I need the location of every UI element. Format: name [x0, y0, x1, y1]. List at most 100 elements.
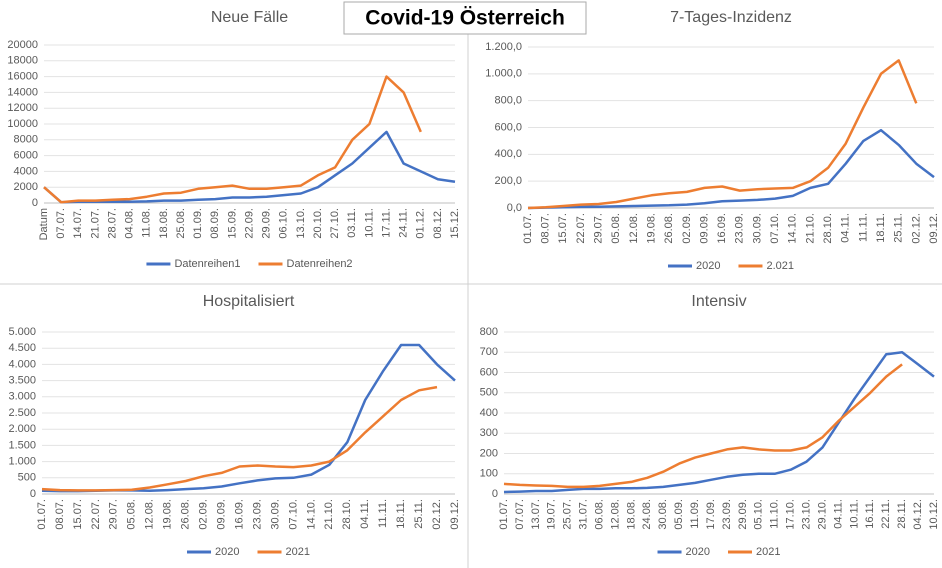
x-tick-label: 20.10.	[312, 208, 324, 239]
y-tick-label: 4.500	[8, 342, 36, 354]
x-tick-label: 28.07.	[106, 208, 118, 239]
y-tick-label: 100	[480, 468, 498, 480]
x-tick-label: 15.09.	[226, 208, 238, 239]
x-tick-label: 07.10.	[287, 499, 299, 530]
y-tick-label: 400	[480, 407, 498, 419]
x-tick-label: 06.10.	[278, 208, 290, 239]
x-tick-label: 15.12.	[449, 208, 461, 239]
x-tick-label: 10.11.	[848, 499, 860, 529]
y-tick-label: 600,0	[494, 121, 522, 133]
legend-label: 2020	[686, 546, 710, 558]
data-line	[41, 343, 456, 493]
x-tick-label: 08.07.	[54, 499, 66, 530]
y-tick-label: 2.000	[8, 423, 36, 435]
x-tick-label: 12.08.	[144, 499, 156, 530]
y-tick-label: 4000	[14, 165, 38, 177]
x-tick-label: 05.08.	[126, 499, 138, 530]
x-tick-label: 19.08.	[162, 499, 174, 530]
x-tick-label: 30.09.	[751, 213, 763, 244]
y-tick-label: 4.000	[8, 358, 36, 370]
data-line	[503, 363, 903, 489]
x-tick-label: Datum	[38, 208, 50, 240]
x-tick-label: 02.09.	[681, 213, 693, 244]
x-tick-label: 12.08.	[628, 213, 640, 244]
y-tick-label: 200,0	[494, 175, 522, 187]
x-tick-label: 31.07.	[578, 499, 590, 530]
x-tick-label: 02.12.	[910, 213, 922, 244]
y-tick-label: 800	[480, 326, 498, 338]
x-tick-label: 08.12.	[432, 208, 444, 239]
x-tick-label: 08.09.	[209, 208, 221, 239]
x-tick-label: 04.08.	[124, 208, 136, 239]
x-tick-label: 07.07.	[514, 499, 526, 530]
y-tick-label: 2.500	[8, 407, 36, 419]
x-tick-label: 28.10.	[341, 499, 353, 530]
x-tick-label: 25.08.	[175, 208, 187, 239]
x-tick-label: 24.11.	[398, 208, 410, 238]
data-line	[527, 59, 918, 210]
x-tick-label: 03.11.	[346, 208, 358, 238]
x-tick-label: 01.07.	[498, 499, 510, 530]
x-tick-label: 28.10.	[822, 213, 834, 244]
x-tick-label: 01.07.	[522, 213, 534, 244]
x-tick-label: 07.07.	[55, 208, 67, 239]
x-tick-label: 29.10.	[816, 499, 828, 530]
x-tick-label: 26.08.	[663, 213, 675, 244]
y-tick-label: 0,0	[507, 202, 522, 214]
chart-title: Intensiv	[691, 293, 746, 310]
x-tick-label: 04.11.	[359, 499, 371, 529]
legend-label: 2020	[696, 260, 720, 272]
y-tick-label: 1.000,0	[485, 68, 522, 80]
x-tick-label: 27.10.	[329, 208, 341, 239]
x-tick-label: 10.12.	[928, 499, 940, 530]
x-tick-label: 23.10.	[800, 499, 812, 530]
x-tick-label: 13.10.	[295, 208, 307, 239]
x-tick-label: 09.12.	[928, 213, 940, 244]
x-tick-label: 17.09.	[705, 499, 717, 530]
x-tick-label: 04.11.	[832, 499, 844, 529]
x-tick-label: 10.11.	[363, 208, 375, 238]
chart-title: 7-Tages-Inzidenz	[670, 9, 792, 26]
y-tick-label: 0	[32, 197, 38, 209]
x-tick-label: 23.09.	[721, 499, 733, 530]
y-tick-label: 8000	[14, 134, 38, 146]
x-tick-label: 26.08.	[180, 499, 192, 530]
x-tick-label: 29.09.	[261, 208, 273, 239]
y-tick-label: 2000	[14, 181, 38, 193]
legend-label: 2020	[215, 546, 239, 558]
y-tick-label: 14000	[7, 86, 38, 98]
y-tick-label: 5.000	[8, 326, 36, 338]
x-tick-label: 25.11.	[413, 499, 425, 529]
x-tick-label: 11.11.	[857, 213, 869, 242]
x-tick-label: 18.11.	[875, 213, 887, 243]
y-tick-label: 1.500	[8, 439, 36, 451]
x-tick-label: 13.07.	[530, 499, 542, 530]
x-tick-label: 12.08.	[609, 499, 621, 530]
x-tick-label: 29.09.	[737, 499, 749, 530]
x-tick-label: 05.10.	[753, 499, 765, 530]
y-tick-label: 12000	[7, 102, 38, 114]
x-tick-label: 16.09.	[716, 213, 728, 244]
x-tick-label: 24.08.	[641, 499, 653, 530]
legend-label: Datenreihen1	[174, 258, 240, 270]
x-tick-label: 09.12.	[449, 499, 461, 530]
y-tick-label: 16000	[7, 71, 38, 83]
x-tick-label: 29.07.	[108, 499, 120, 530]
y-tick-label: 800,0	[494, 95, 522, 107]
x-tick-label: 18.08.	[625, 499, 637, 530]
x-tick-label: 22.09.	[243, 208, 255, 239]
legend-label: 2.021	[766, 260, 794, 272]
x-tick-label: 22.07.	[90, 499, 102, 530]
x-tick-label: 29.07.	[593, 213, 605, 244]
x-tick-label: 16.09.	[233, 499, 245, 530]
chart-title: Hospitalisiert	[203, 293, 295, 310]
data-line	[43, 130, 456, 204]
x-tick-label: 14.10.	[305, 499, 317, 530]
x-tick-label: 25.07.	[562, 499, 574, 530]
x-tick-label: 04.12.	[912, 499, 924, 530]
x-tick-label: 11.09.	[689, 499, 701, 529]
x-tick-label: 14.10.	[787, 213, 799, 244]
x-tick-label: 22.07.	[575, 213, 587, 244]
y-tick-label: 20000	[7, 39, 38, 51]
